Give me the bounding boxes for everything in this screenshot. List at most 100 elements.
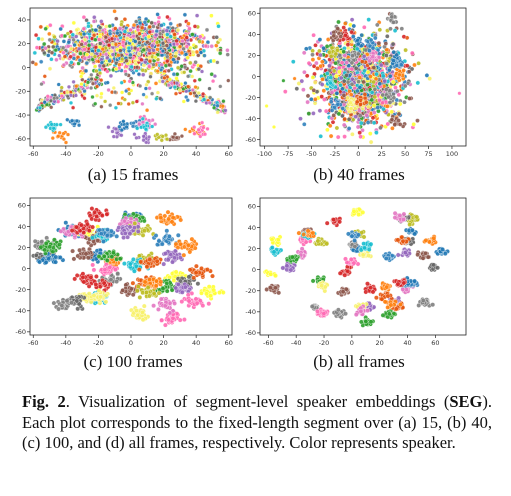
scatter-point <box>294 86 300 91</box>
x-tick-label: 0 <box>356 150 360 158</box>
scatter-point <box>349 66 355 72</box>
scatter-point <box>92 209 97 215</box>
scatter-point <box>143 127 148 132</box>
scatter-point <box>127 91 132 96</box>
scatter-point <box>113 42 119 47</box>
scatter-point <box>34 45 40 50</box>
scatter-point <box>82 47 87 52</box>
scatter-point <box>54 57 59 62</box>
scatter-point <box>349 29 354 35</box>
scatter-point <box>173 269 179 275</box>
scatter-point <box>57 53 62 58</box>
scatter-point <box>46 53 51 58</box>
x-tick-label: 40 <box>192 150 200 158</box>
scatter-point <box>77 247 82 253</box>
scatter-point <box>341 93 347 98</box>
scatter-point <box>49 122 54 127</box>
scatter-point <box>306 111 312 116</box>
scatter-point <box>306 60 312 66</box>
scatter-point <box>329 108 335 113</box>
scatter-point <box>81 15 87 20</box>
scatter-point <box>55 38 60 44</box>
scatter-point <box>165 14 170 20</box>
scatter-point <box>93 64 98 69</box>
scatter-point <box>70 248 75 254</box>
scatter-point <box>350 132 355 137</box>
scatter-point <box>186 74 191 79</box>
scatter-point <box>69 60 74 65</box>
scatter-point <box>145 108 150 113</box>
scatter-point <box>130 100 135 105</box>
scatter-point <box>185 55 190 60</box>
scatter-point <box>126 45 132 51</box>
scatter-point <box>141 47 146 53</box>
scatter-point <box>381 106 386 112</box>
scatter-point <box>42 100 47 105</box>
caption-b: (b) 40 frames <box>313 165 405 184</box>
scatter-point <box>191 50 196 55</box>
scatter-point <box>59 93 64 99</box>
scatter-point <box>345 42 351 47</box>
scatter-point <box>155 90 160 95</box>
scatter-point <box>89 52 94 57</box>
scatter-point <box>143 86 148 91</box>
scatter-point <box>145 40 150 45</box>
scatter-point <box>329 90 335 95</box>
scatter-point <box>399 26 405 31</box>
scatter-point <box>342 116 347 122</box>
scatter-point <box>319 82 325 87</box>
scatter-panel-a: -60 -40 -20 0 20 40 60 -60 -40 -20 0 20 40 <box>0 0 250 160</box>
scatter-point <box>396 92 402 98</box>
scatter-point <box>175 27 181 33</box>
scatter-point <box>193 44 199 49</box>
scatter-point <box>296 81 302 86</box>
scatter-point <box>122 17 128 22</box>
scatter-point <box>397 122 403 127</box>
scatter-point <box>383 87 389 92</box>
x-tick-label: -75 <box>283 150 294 158</box>
scatter-point <box>371 79 376 85</box>
scatter-point <box>47 37 52 43</box>
scatter-point <box>378 125 383 131</box>
scatter-point <box>163 251 168 256</box>
scatter-point <box>87 28 93 34</box>
scatter-point <box>77 58 83 63</box>
scatter-point <box>134 135 139 140</box>
scatter-point <box>94 93 100 98</box>
scatter-point <box>353 66 359 71</box>
scatter-point <box>357 75 362 80</box>
scatter-point <box>140 317 146 323</box>
scatter-point <box>51 44 56 50</box>
scatter-point <box>106 87 111 93</box>
scatter-point <box>137 31 142 36</box>
scatter-point <box>396 111 402 117</box>
scatter-point <box>200 120 205 125</box>
scatter-point <box>397 72 402 78</box>
y-tick-label: -40 <box>245 115 256 123</box>
scatter-point <box>130 280 136 286</box>
scatter-point <box>348 100 353 106</box>
scatter-point <box>94 68 99 74</box>
scatter-point <box>368 139 374 145</box>
scatter-point <box>103 99 108 104</box>
scatter-point <box>341 25 346 30</box>
scatter-point <box>43 26 48 31</box>
scatter-point <box>298 116 303 121</box>
scatter-point <box>283 89 288 94</box>
scatter-point <box>128 27 133 33</box>
scatter-point <box>384 61 389 66</box>
scatter-point <box>117 62 122 67</box>
scatter-point <box>147 134 152 140</box>
scatter-point <box>146 118 151 123</box>
x-tick-label: -100 <box>257 150 272 158</box>
scatter-point <box>59 85 64 90</box>
scatter-point <box>69 46 74 51</box>
scatter-point <box>172 131 177 136</box>
scatter-point <box>93 37 98 42</box>
scatter-point <box>375 105 381 110</box>
scatter-point <box>355 124 361 130</box>
scatter-point <box>372 94 378 100</box>
scatter-point <box>99 104 104 109</box>
scatter-point <box>393 85 398 90</box>
scatter-point <box>361 54 367 59</box>
